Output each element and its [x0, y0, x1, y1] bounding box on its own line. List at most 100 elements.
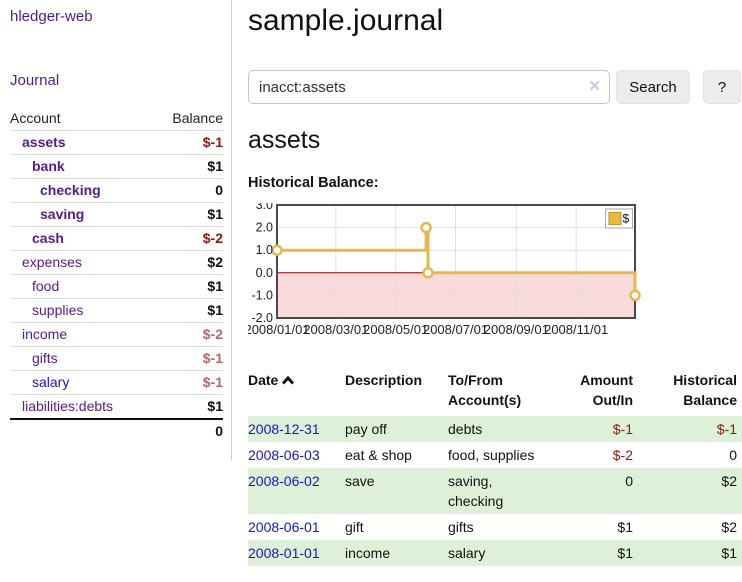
transaction-date-link[interactable]: 2008-06-01 — [248, 519, 320, 535]
svg-text:0.0: 0.0 — [256, 266, 273, 280]
account-row-salary: salary $-1 — [10, 370, 223, 395]
account-balance: $1 — [152, 202, 223, 227]
account-row-checking: checking 0 — [10, 178, 223, 203]
accounts-total-row: 0 — [10, 418, 223, 443]
transaction-accounts: food, supplies — [448, 447, 535, 463]
account-row-liabilities-debts: liabilities:debts $1 — [10, 394, 223, 420]
account-balance: $1 — [152, 298, 223, 323]
svg-text:2008/11/01: 2008/11/01 — [544, 322, 608, 337]
register-row: 2008-06-03 eat & shop food, supplies $-2… — [248, 442, 742, 468]
account-balance: $-1 — [152, 346, 223, 371]
transaction-date-link[interactable]: 2008-12-31 — [248, 421, 320, 437]
account-row-gifts: gifts $-1 — [10, 346, 223, 371]
sidebar-item-journal[interactable]: Journal — [10, 72, 60, 89]
account-balance: $-2 — [152, 322, 223, 347]
account-balance: $-2 — [152, 226, 223, 251]
account-link-cash[interactable]: cash — [32, 230, 64, 246]
accounts-total-value: 0 — [152, 418, 223, 443]
svg-text:2008/03/01: 2008/03/01 — [303, 322, 368, 337]
account-link-expenses[interactable]: expenses — [22, 254, 82, 270]
historical-balance-chart: $3.0 2.0 1.0 0.0 -1.0 -2.0 2008/01/01 2008/03/0… — [244, 198, 742, 356]
account-link-assets[interactable]: assets — [22, 134, 66, 150]
sidebar: hledger-web Journal Account Balance asse… — [0, 0, 232, 460]
transaction-description: save — [345, 468, 448, 514]
account-link-saving[interactable]: saving — [40, 206, 85, 222]
account-link-food[interactable]: food — [32, 278, 60, 294]
register-row: 2008-12-31 pay off debts $-1 $-1 — [248, 416, 742, 442]
account-row-bank: bank $1 — [10, 154, 223, 179]
account-link-checking[interactable]: checking — [40, 182, 101, 198]
account-balance: $-1 — [152, 130, 223, 155]
account-row-supplies: supplies $1 — [10, 298, 223, 323]
account-link-income[interactable]: income — [22, 326, 68, 342]
register-row: 2008-06-02 save saving, checking 0 $2 — [248, 468, 742, 514]
register-header-row: Date Description To/From Account(s) Amou… — [248, 366, 742, 416]
svg-text:-1.0: -1.0 — [251, 288, 273, 302]
account-row-assets: assets $-1 — [10, 130, 223, 155]
transaction-accounts: gifts — [448, 519, 474, 535]
account-balance: $1 — [152, 394, 223, 420]
accounts-column-header: To/From Account(s) — [448, 372, 522, 408]
account-row-expenses: expenses $2 — [10, 250, 223, 275]
svg-text:2008/05/01: 2008/05/01 — [363, 322, 428, 337]
account-balance: $1 — [152, 154, 223, 179]
balance-column-header: Balance — [152, 107, 223, 131]
transaction-balance: $2 — [641, 468, 742, 514]
svg-text:2008/09/01: 2008/09/01 — [484, 322, 549, 337]
svg-text:2.0: 2.0 — [256, 221, 273, 235]
register-row: 2008-06-01 gift gifts $1 $2 — [248, 514, 742, 540]
transaction-date-link[interactable]: 2008-06-03 — [248, 447, 320, 463]
balance-column-header: Historical Balance — [673, 372, 737, 408]
transaction-amount: $1 — [563, 540, 641, 566]
clear-search-icon[interactable]: ✕ — [588, 78, 601, 95]
account-link-liabilities-debts[interactable]: liabilities:debts — [22, 398, 114, 414]
transaction-balance: 0 — [729, 447, 737, 463]
register-row: 2008-01-01 income salary $1 $1 — [248, 540, 742, 566]
account-balance: $-1 — [152, 370, 223, 395]
amount-column-header: Amount Out/In — [580, 372, 633, 408]
svg-text:1.0: 1.0 — [256, 243, 273, 257]
account-link-salary[interactable]: salary — [32, 374, 70, 390]
account-row-cash: cash $-2 — [10, 226, 223, 251]
transaction-date-link[interactable]: 2008-06-02 — [248, 473, 320, 489]
svg-text:2008/07/01: 2008/07/01 — [423, 322, 488, 337]
transaction-balance: $2 — [721, 519, 737, 535]
account-row-food: food $1 — [10, 274, 223, 299]
transaction-amount: $-2 — [612, 447, 633, 463]
transaction-balance: $1 — [641, 540, 742, 566]
transaction-amount: $1 — [617, 519, 633, 535]
main-content: sample.journal ✕ Search ? assets Histori… — [244, 0, 742, 566]
svg-text:$: $ — [623, 212, 630, 226]
account-row-saving: saving $1 — [10, 202, 223, 227]
date-column-header[interactable]: Date — [248, 366, 345, 416]
account-link-bank[interactable]: bank — [32, 158, 65, 174]
svg-text:-2.0: -2.0 — [251, 311, 273, 325]
search-input[interactable] — [248, 70, 610, 104]
svg-text:2008/01/01: 2008/01/01 — [248, 322, 310, 337]
transaction-description: eat & shop — [345, 447, 412, 463]
account-balance: $2 — [152, 250, 223, 275]
account-balance: 0 — [152, 178, 223, 203]
accounts-balance-table: Account Balance assets $-1 bank $1 check… — [10, 107, 223, 443]
register-table: Date Description To/From Account(s) Amou… — [248, 366, 742, 566]
transaction-accounts: salary — [448, 540, 563, 566]
description-column-header: Description — [345, 372, 423, 388]
transaction-description: income — [345, 540, 448, 566]
account-link-supplies[interactable]: supplies — [32, 302, 84, 318]
transaction-description: pay off — [345, 416, 448, 442]
svg-text:3.0: 3.0 — [256, 203, 273, 212]
accounts-column-header: Account — [10, 107, 153, 131]
transaction-amount: $-1 — [563, 416, 641, 442]
app-title-link[interactable]: hledger-web — [10, 8, 93, 25]
account-page-title: assets — [248, 126, 321, 154]
journal-title: sample.journal — [248, 4, 444, 37]
transaction-description: gift — [345, 519, 364, 535]
transaction-date-link[interactable]: 2008-01-01 — [248, 545, 320, 561]
chart-canvas: $3.0 2.0 1.0 0.0 -1.0 -2.02008/01/012008/03/0… — [244, 198, 641, 337]
search-button[interactable]: Search — [616, 70, 690, 104]
help-button[interactable]: ? — [703, 70, 741, 104]
account-balance: $1 — [152, 274, 223, 299]
chart-title: Historical Balance: — [248, 175, 379, 191]
account-row-income: income $-2 — [10, 322, 223, 347]
account-link-gifts[interactable]: gifts — [32, 350, 58, 366]
